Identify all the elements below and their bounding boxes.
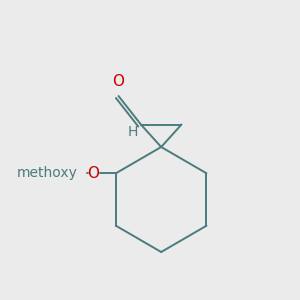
Text: methoxy: methoxy	[17, 166, 78, 180]
Text: H: H	[127, 125, 138, 139]
Text: O: O	[112, 74, 124, 89]
Text: O: O	[88, 166, 100, 181]
